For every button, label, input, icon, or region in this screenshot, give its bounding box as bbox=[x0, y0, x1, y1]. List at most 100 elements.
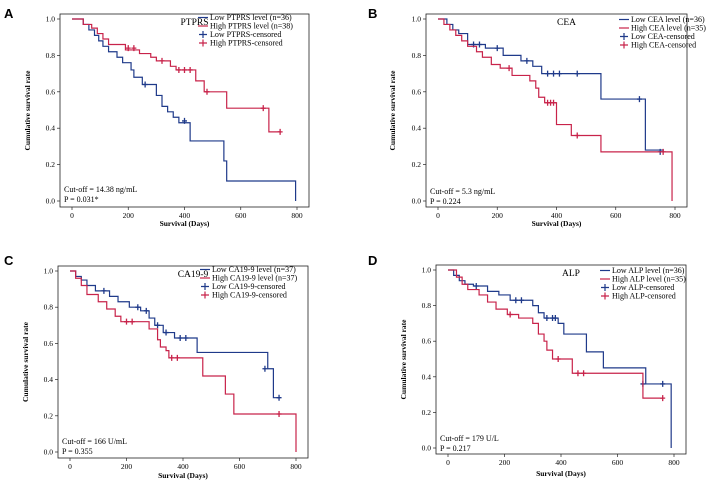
y-tick-label: 0.6 bbox=[46, 87, 56, 96]
censor-mark-low bbox=[262, 365, 268, 372]
series-line-low bbox=[448, 269, 672, 448]
p-value-annotation: P = 0.224 bbox=[430, 197, 461, 206]
legend-label: High CEA level (n=35) bbox=[631, 24, 706, 33]
censor-mark-low bbox=[276, 394, 282, 401]
y-tick-label: 0.8 bbox=[412, 51, 422, 60]
censor-mark-high bbox=[555, 356, 561, 362]
x-tick-label: 800 bbox=[668, 458, 680, 467]
y-tick-label: 0.8 bbox=[44, 303, 54, 312]
legend-label: High PTPRS-censored bbox=[210, 39, 283, 48]
series-line-low bbox=[438, 18, 664, 152]
cutoff-annotation: Cut-off = 5.3 ng/mL bbox=[430, 187, 495, 196]
y-tick-label: 1.0 bbox=[46, 15, 56, 24]
censor-mark-low bbox=[636, 96, 642, 103]
censor-mark-low bbox=[101, 287, 107, 294]
y-tick-label: 0.2 bbox=[46, 160, 56, 169]
x-axis-label: Survival (Days) bbox=[160, 219, 210, 228]
y-tick-label: 0.4 bbox=[422, 372, 432, 381]
x-axis-label: Survival (Days) bbox=[158, 471, 208, 480]
y-tick-label: 0.8 bbox=[422, 301, 432, 310]
legend-label: High ALP level (n=35) bbox=[612, 275, 686, 284]
censor-mark-low bbox=[524, 57, 530, 64]
censor-mark-high bbox=[507, 311, 513, 318]
x-tick-label: 400 bbox=[177, 462, 189, 471]
censor-mark-high bbox=[182, 66, 187, 73]
p-value-annotation: P = 0.355 bbox=[62, 447, 93, 456]
legend-censor-swatch bbox=[199, 39, 207, 47]
series-line-low bbox=[72, 18, 297, 201]
y-tick-label: 0.8 bbox=[46, 51, 56, 60]
y-axis-label: Cumulative survival rate bbox=[23, 70, 32, 151]
km-panel-a: A 0.0 0.2 0.4 0.6 0.8 1.0 0 200 400 600 800 Survival… bbox=[4, 6, 310, 228]
censor-mark-low bbox=[476, 41, 482, 48]
censor-mark-high bbox=[124, 318, 129, 325]
chart-title: PTPRS bbox=[181, 18, 209, 28]
censor-mark-high bbox=[204, 88, 210, 95]
censor-mark-high bbox=[506, 65, 512, 72]
censor-mark-high bbox=[574, 132, 580, 139]
x-tick-label: 600 bbox=[612, 458, 624, 467]
legend-label: Low CA19-9-censored bbox=[212, 282, 286, 291]
cutoff-annotation: Cut-off = 179 U/L bbox=[440, 434, 499, 443]
censor-mark-high bbox=[260, 105, 266, 112]
x-tick-label: 200 bbox=[492, 211, 504, 220]
censor-mark-high bbox=[169, 354, 175, 361]
x-tick-label: 0 bbox=[70, 211, 74, 220]
y-tick-label: 0.4 bbox=[44, 375, 54, 384]
legend-label: Low CEA-censored bbox=[631, 32, 695, 41]
legend-label: Low CA19-9 level (n=37) bbox=[212, 265, 296, 274]
censor-mark-low bbox=[155, 322, 161, 329]
censor-mark-low bbox=[545, 70, 551, 77]
cutoff-annotation: Cut-off = 14.38 ng/mL bbox=[64, 185, 137, 194]
x-axis-label: Survival (Days) bbox=[536, 469, 586, 478]
censor-mark-high bbox=[575, 370, 581, 377]
censor-mark-low bbox=[518, 297, 524, 304]
cutoff-annotation: Cut-off = 166 U/mL bbox=[62, 437, 127, 446]
x-tick-label: 0 bbox=[436, 211, 440, 220]
censor-mark-low bbox=[660, 380, 666, 387]
censor-mark-low bbox=[551, 70, 557, 77]
panel-letter: A bbox=[4, 6, 14, 21]
y-tick-label: 0.2 bbox=[412, 160, 422, 169]
censor-mark-low bbox=[473, 283, 479, 290]
x-tick-label: 400 bbox=[555, 458, 567, 467]
legend-label: High CA19-9 level (n=37) bbox=[212, 274, 298, 283]
censor-mark-high bbox=[277, 128, 283, 135]
km-panel-c: C 0.0 0.2 0.4 0.6 0.8 1.0 0 200 400 600 800 Survival… bbox=[4, 253, 309, 480]
censor-mark-high bbox=[125, 45, 131, 52]
x-tick-label: 800 bbox=[669, 211, 681, 220]
y-axis-label: Cumulative survival rate bbox=[388, 70, 397, 151]
censor-mark-high bbox=[174, 354, 180, 361]
legend-label: Low ALP-censored bbox=[612, 283, 674, 292]
censor-mark-low bbox=[494, 45, 500, 52]
y-tick-label: 0.0 bbox=[412, 197, 422, 206]
x-axis-label: Survival (Days) bbox=[532, 219, 582, 228]
legend-censor-swatch bbox=[199, 31, 207, 38]
p-value-annotation: P = 0.217 bbox=[440, 444, 471, 453]
censor-mark-high bbox=[187, 66, 193, 73]
censor-mark-high bbox=[159, 57, 165, 64]
chart-title: CA19-9 bbox=[178, 270, 209, 280]
censor-mark-low bbox=[142, 81, 148, 88]
censor-mark-high bbox=[581, 370, 587, 377]
censor-mark-low bbox=[182, 117, 187, 124]
x-tick-label: 600 bbox=[234, 462, 246, 471]
panel-letter: C bbox=[4, 253, 14, 268]
y-tick-label: 0.6 bbox=[412, 87, 422, 96]
y-tick-label: 0.4 bbox=[46, 124, 56, 133]
censor-mark-high bbox=[131, 45, 137, 52]
chart-title: CEA bbox=[557, 18, 576, 28]
km-panel-d: D 0.0 0.2 0.4 0.6 0.8 1.0 0 200 400 600 800 Survival… bbox=[368, 253, 687, 478]
censor-mark-high bbox=[660, 395, 666, 402]
legend-label: High CA19-9-censored bbox=[212, 291, 287, 300]
chart-title: ALP bbox=[562, 269, 580, 279]
series-line-high bbox=[438, 18, 673, 201]
x-tick-label: 200 bbox=[121, 462, 133, 471]
y-axis-label: Cumulative survival rate bbox=[399, 319, 408, 400]
legend-label: High CEA-censored bbox=[631, 41, 696, 50]
y-tick-label: 1.0 bbox=[422, 266, 432, 275]
x-tick-label: 0 bbox=[68, 462, 72, 471]
legend-label: Low PTPRS-censored bbox=[210, 30, 281, 39]
panel-letter: B bbox=[368, 6, 377, 21]
